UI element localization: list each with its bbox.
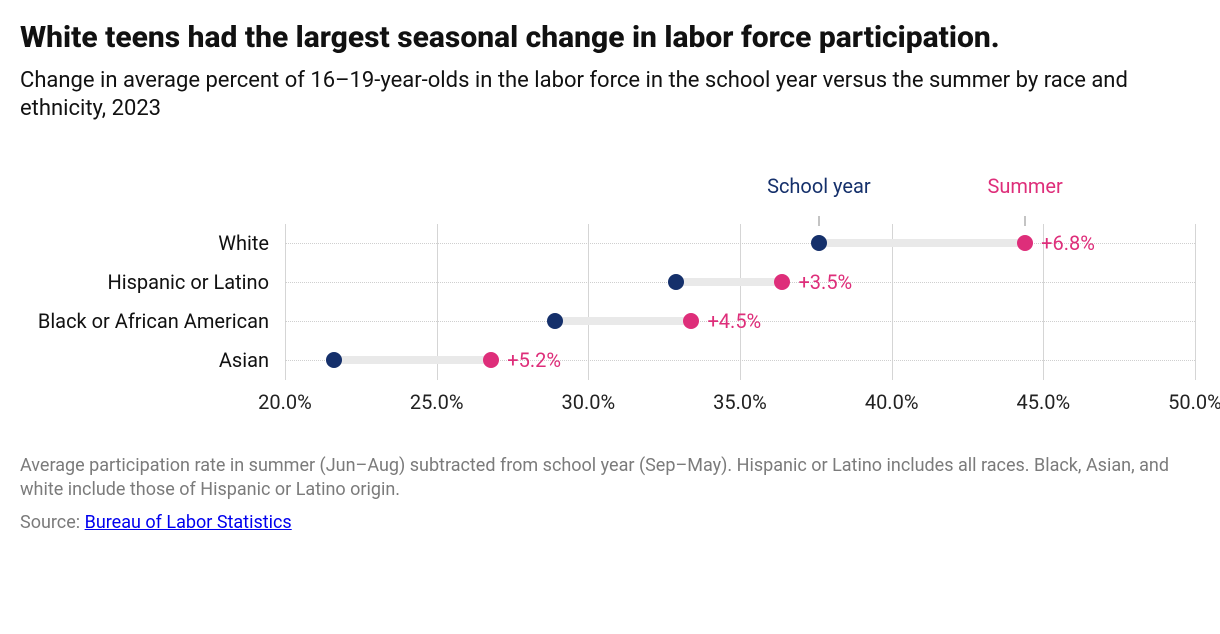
x-tick-label: 35.0% — [713, 390, 767, 414]
x-tick-label: 40.0% — [865, 390, 919, 414]
school-year-dot — [811, 235, 827, 251]
x-tick-label: 20.0% — [258, 390, 312, 414]
connector-bar — [555, 317, 692, 325]
x-tick-label: 25.0% — [410, 390, 464, 414]
x-tick-label: 30.0% — [562, 390, 616, 414]
delta-label: +5.2% — [507, 348, 561, 372]
source-prefix: Source: — [20, 512, 85, 533]
category-label: Hispanic or Latino — [107, 270, 285, 294]
x-tick-label: 50.0% — [1168, 390, 1220, 414]
delta-label: +3.5% — [798, 270, 852, 294]
source-line: Source: Bureau of Labor Statistics — [20, 512, 1200, 533]
summer-dot — [683, 313, 699, 329]
connector-bar — [819, 239, 1025, 247]
category-label: White — [218, 231, 285, 255]
category-label: Black or African American — [38, 309, 285, 333]
legend-tick — [818, 216, 819, 226]
x-gridline — [588, 224, 590, 380]
footnote: Average participation rate in summer (Ju… — [20, 454, 1200, 503]
figure-container: White teens had the largest seasonal cha… — [0, 0, 1220, 634]
dumbbell-chart: 20.0%25.0%30.0%35.0%40.0%45.0%50.0%Schoo… — [20, 176, 1200, 430]
school-year-dot — [547, 313, 563, 329]
x-gridline — [1195, 224, 1197, 380]
school-year-dot — [326, 352, 342, 368]
legend-summer: Summer — [987, 174, 1062, 198]
category-label: Asian — [219, 348, 285, 372]
x-tick-label: 45.0% — [1017, 390, 1071, 414]
delta-label: +4.5% — [707, 309, 761, 333]
school-year-dot — [668, 274, 684, 290]
figure-subtitle: Change in average percent of 16–19-year-… — [20, 67, 1200, 124]
x-gridline — [740, 224, 742, 380]
connector-bar — [676, 278, 782, 286]
summer-dot — [774, 274, 790, 290]
delta-label: +6.8% — [1041, 231, 1095, 255]
connector-bar — [334, 356, 492, 364]
x-gridline — [285, 224, 287, 380]
figure-title: White teens had the largest seasonal cha… — [20, 20, 1200, 57]
source-link[interactable]: Bureau of Labor Statistics — [85, 512, 292, 533]
plot-area: 20.0%25.0%30.0%35.0%40.0%45.0%50.0%Schoo… — [285, 176, 1195, 420]
legend-tick — [1025, 216, 1026, 226]
summer-dot — [483, 352, 499, 368]
legend-school-year: School year — [767, 174, 871, 198]
summer-dot — [1017, 235, 1033, 251]
